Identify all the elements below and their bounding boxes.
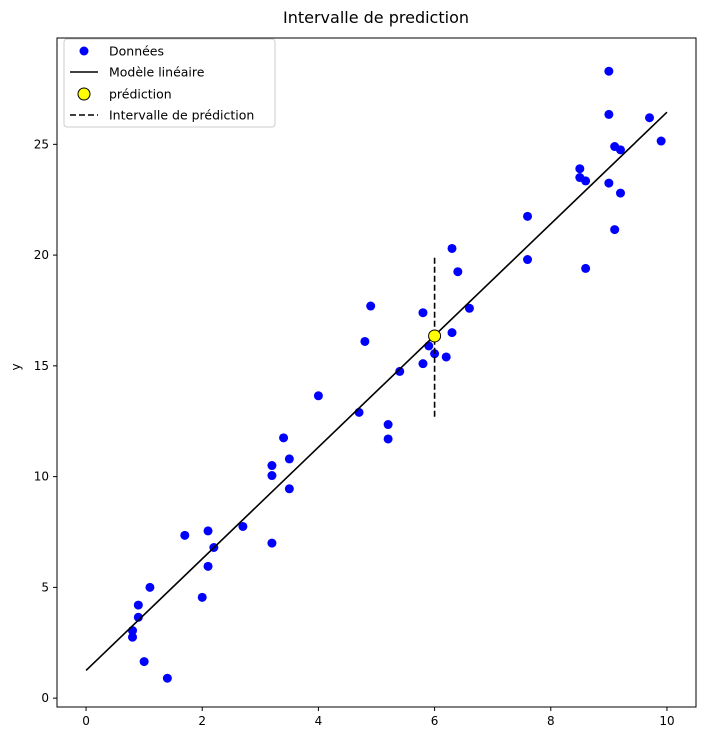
chart-title: Intervalle de prediction: [283, 8, 469, 27]
data-point: [418, 359, 428, 369]
axes-frame: [56, 37, 697, 708]
data-point: [360, 336, 370, 346]
data-point: [447, 328, 457, 338]
data-point: [284, 484, 294, 494]
data-point: [464, 303, 474, 313]
data-point: [610, 225, 620, 235]
y-tick-label: 5: [41, 580, 49, 594]
data-point: [128, 632, 138, 642]
data-point: [366, 301, 376, 311]
data-point: [424, 341, 434, 351]
x-tick-label: 6: [431, 714, 439, 728]
legend: Données Modèle linéaire prédiction Interval…: [63, 38, 276, 128]
y-tick-label: 15: [34, 359, 49, 373]
legend-label-prediction: prédiction: [109, 87, 172, 102]
data-point: [203, 561, 213, 571]
plot-area: [85, 66, 668, 683]
data-point: [133, 612, 143, 622]
legend-symbol-prediction: [77, 87, 91, 101]
data-point: [267, 471, 277, 481]
legend-label-data: Données: [109, 44, 164, 59]
data-point: [383, 420, 393, 430]
prediction-point: [428, 329, 442, 343]
data-point: [604, 178, 614, 188]
data-point: [441, 352, 451, 362]
data-point: [523, 255, 533, 265]
data-point: [284, 454, 294, 464]
data-point: [615, 145, 625, 155]
data-point: [395, 366, 405, 376]
y-tick-label: 20: [34, 248, 49, 262]
data-point: [162, 673, 172, 683]
data-point: [615, 188, 625, 198]
x-tick-label: 8: [547, 714, 555, 728]
data-point: [267, 461, 277, 471]
data-point: [139, 657, 149, 667]
axes: 0 2 4 6 8 10 0 5 10 15 20 25: [34, 37, 697, 728]
data-point: [581, 263, 591, 273]
y-tick-label: 25: [34, 137, 49, 151]
x-tick-label: 10: [659, 714, 674, 728]
data-point: [645, 113, 655, 123]
data-point: [238, 521, 248, 531]
data-point: [383, 434, 393, 444]
data-point: [604, 109, 614, 119]
legend-label-interval: Intervalle de prédiction: [109, 108, 254, 123]
data-point: [581, 176, 591, 186]
data-point: [453, 267, 463, 277]
data-point: [354, 407, 364, 417]
data-point: [180, 530, 190, 540]
data-point: [203, 526, 213, 536]
x-tick-label: 4: [315, 714, 323, 728]
data-point: [447, 243, 457, 253]
x-tick-label: 0: [82, 714, 90, 728]
data-point: [523, 211, 533, 221]
data-point: [133, 600, 143, 610]
data-point: [279, 433, 289, 443]
y-tick-label: 10: [34, 470, 49, 484]
legend-symbol-data: [79, 46, 89, 56]
legend-label-model: Modèle linéaire: [109, 65, 205, 80]
legend-box: [63, 38, 276, 128]
y-tick-label: 0: [41, 691, 49, 705]
x-tick-label: 2: [198, 714, 206, 728]
data-point: [604, 66, 614, 76]
data-point: [267, 538, 277, 548]
data-point: [145, 582, 155, 592]
linear-model-line: [85, 111, 668, 672]
data-point: [656, 136, 666, 146]
data-point: [313, 391, 323, 401]
y-axis-label: y: [9, 363, 23, 370]
data-point: [418, 308, 428, 318]
data-point: [575, 164, 585, 174]
data-point: [197, 592, 207, 602]
